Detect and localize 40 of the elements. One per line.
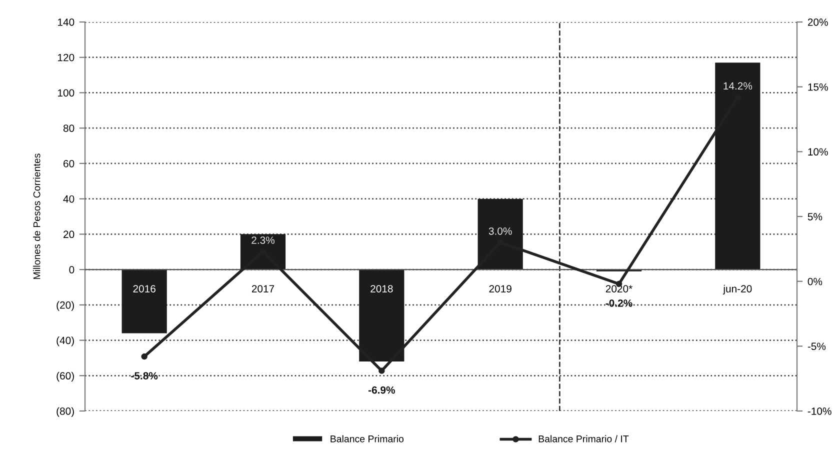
y2-tick-label: 0% (808, 278, 822, 286)
y-axis-title: Millones de Pesos Corrientes (33, 154, 40, 279)
data-label: 3.0% (488, 227, 512, 235)
y-tick-label: 100 (58, 89, 74, 97)
data-label: -6.9% (368, 386, 395, 394)
y-tick-label: 80 (63, 124, 74, 132)
bar (359, 270, 404, 362)
y-tick-label: (20) (56, 301, 74, 311)
y-tick-label: 40 (63, 195, 74, 203)
x-tick-label: 2017 (252, 285, 274, 292)
y2-tick-label: -10% (808, 408, 832, 415)
y-tick-label: 20 (64, 230, 74, 238)
legend-label: Balance Primario (330, 435, 404, 442)
x-tick-label: jun-20 (722, 284, 752, 295)
y-tick-label: 0 (69, 266, 74, 274)
y2-tick-label: 10% (808, 148, 828, 156)
data-label: 14.2% (724, 82, 752, 90)
y2-tick-label: 15% (808, 83, 828, 91)
y-tick-label: (80) (56, 407, 74, 417)
bar (240, 234, 286, 270)
y-tick-label: (60) (56, 372, 74, 382)
x-tick-label: 2020* (606, 285, 632, 292)
point (141, 353, 148, 360)
y-tick-label: 60 (64, 160, 74, 168)
bar (478, 198, 523, 270)
y-tick-label: (40) (56, 336, 74, 346)
point (378, 368, 385, 374)
legend-label: Balance Primario / IT (538, 435, 629, 442)
y2-tick-label: 20% (808, 18, 828, 26)
x-tick-label: 2018 (370, 285, 393, 292)
data-label: -5.8% (131, 372, 158, 380)
y-tick-label: 140 (58, 18, 74, 26)
y2-tick-label: -5% (808, 342, 826, 350)
data-label: -0.2% (606, 299, 632, 307)
data-label: 2.3% (252, 236, 274, 244)
x-tick-label: 2019 (489, 285, 512, 292)
bar (122, 270, 167, 334)
y-tick-label: 120 (58, 54, 74, 62)
x-tick-label: 2016 (133, 285, 156, 292)
y2-tick-label: 5% (808, 213, 822, 220)
